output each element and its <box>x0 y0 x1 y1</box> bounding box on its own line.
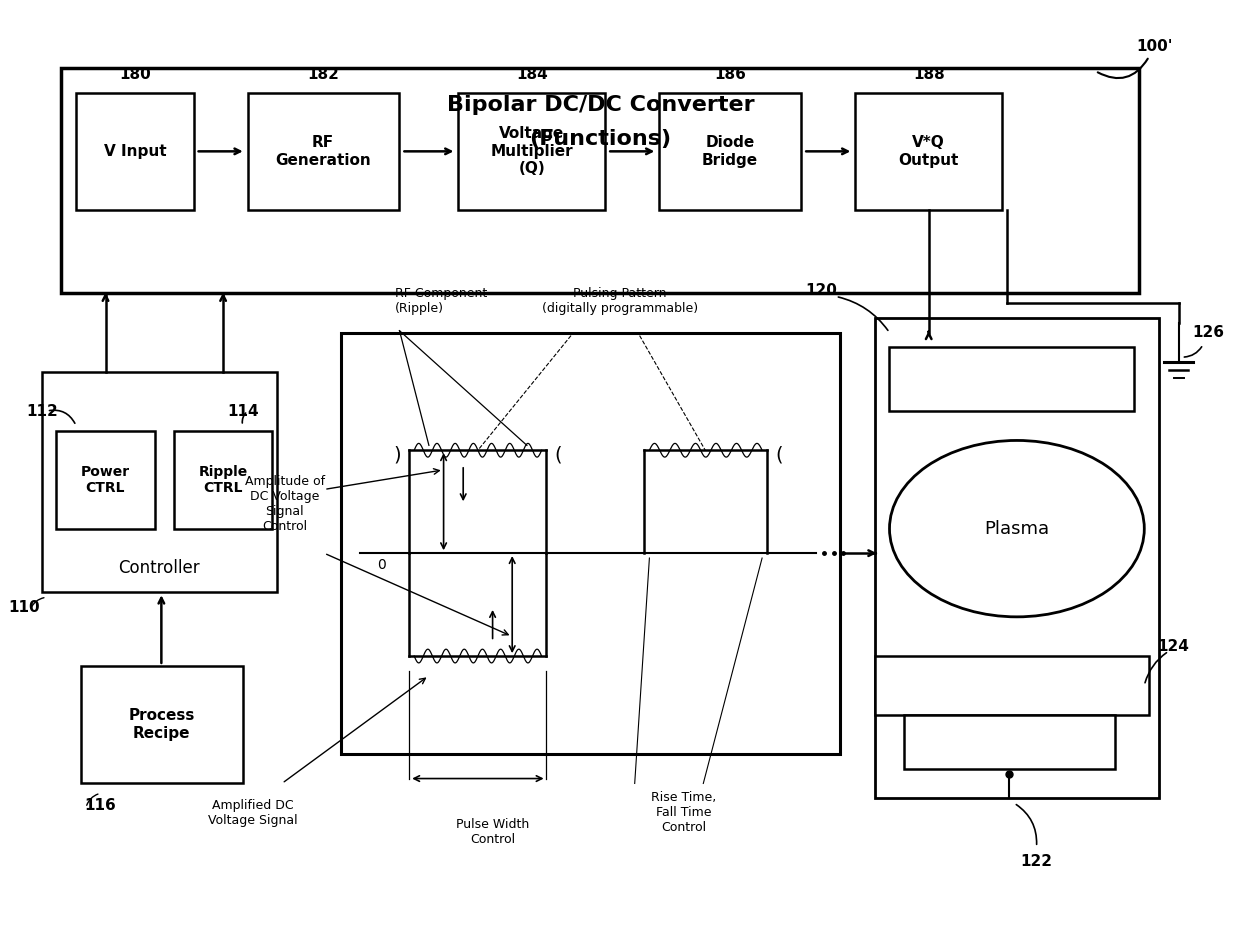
Bar <box>62 68 1140 293</box>
Bar <box>660 92 801 210</box>
Bar <box>81 666 243 783</box>
Text: (: ( <box>775 446 782 464</box>
Text: Amplitude of
DC Voltage
Signal
Control: Amplitude of DC Voltage Signal Control <box>244 475 325 533</box>
Bar <box>889 348 1135 411</box>
Text: V Input: V Input <box>104 144 166 159</box>
Text: (Functions): (Functions) <box>529 129 672 149</box>
Text: 186: 186 <box>714 68 745 82</box>
Text: Power
CTRL: Power CTRL <box>81 464 130 495</box>
Text: Voltage
Multiplier
(Q): Voltage Multiplier (Q) <box>491 127 573 177</box>
Bar <box>57 431 155 529</box>
Text: 116: 116 <box>84 797 117 812</box>
Ellipse shape <box>889 440 1145 617</box>
Bar <box>874 656 1149 715</box>
Bar <box>856 92 1002 210</box>
Text: 184: 184 <box>516 68 548 82</box>
Text: (: ( <box>554 446 562 464</box>
Text: V*Q
Output: V*Q Output <box>899 135 959 167</box>
Text: 180: 180 <box>119 68 151 82</box>
Bar <box>42 372 277 592</box>
Bar <box>76 92 193 210</box>
Text: 120: 120 <box>805 283 837 298</box>
Bar <box>248 92 399 210</box>
Bar <box>874 318 1159 798</box>
Text: 100': 100' <box>1136 39 1172 54</box>
Text: Amplified DC
Voltage Signal: Amplified DC Voltage Signal <box>207 799 298 827</box>
Text: Plasma: Plasma <box>985 520 1049 537</box>
Bar <box>904 715 1115 769</box>
Text: 0: 0 <box>377 558 386 572</box>
Text: 122: 122 <box>1021 855 1053 870</box>
Text: ): ) <box>394 446 402 464</box>
Bar <box>341 333 841 754</box>
Text: Process
Recipe: Process Recipe <box>128 709 195 741</box>
Text: RF Component
(Ripple): RF Component (Ripple) <box>394 288 487 315</box>
Text: Diode
Bridge: Diode Bridge <box>702 135 758 167</box>
Bar <box>174 431 272 529</box>
Text: 126: 126 <box>1192 326 1224 340</box>
Text: Controller: Controller <box>119 559 200 577</box>
Text: Pulsing Pattern
(digitally programmable): Pulsing Pattern (digitally programmable) <box>542 288 698 315</box>
Text: 188: 188 <box>913 68 945 82</box>
Text: 112: 112 <box>26 403 58 418</box>
Text: Rise Time,
Fall Time
Control: Rise Time, Fall Time Control <box>651 792 717 834</box>
Bar <box>459 92 605 210</box>
Text: Ripple
CTRL: Ripple CTRL <box>198 464 248 495</box>
Text: 182: 182 <box>308 68 339 82</box>
Text: 114: 114 <box>227 403 258 418</box>
Text: 124: 124 <box>1158 639 1189 654</box>
Text: Bipolar DC/DC Converter: Bipolar DC/DC Converter <box>446 95 754 116</box>
Text: 110: 110 <box>9 599 40 614</box>
Text: Pulse Width
Control: Pulse Width Control <box>456 819 529 846</box>
Text: RF
Generation: RF Generation <box>275 135 371 167</box>
